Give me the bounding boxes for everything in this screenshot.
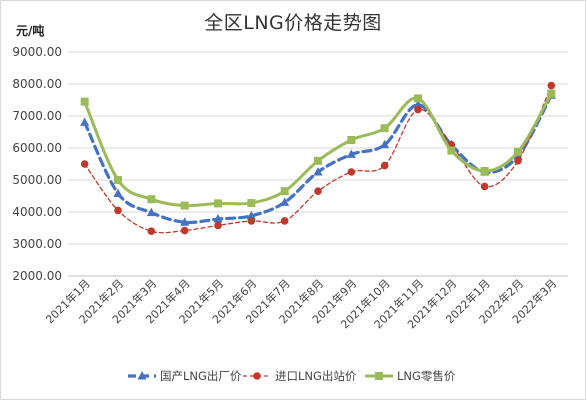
data-point — [280, 187, 289, 196]
chart-title: 全区LNG价格走势图 — [204, 12, 382, 34]
data-point — [213, 214, 223, 223]
y-tick-label: 8000.00 — [12, 77, 62, 91]
data-point — [214, 221, 222, 230]
data-point — [246, 210, 256, 220]
data-point — [80, 97, 89, 106]
data-point — [314, 187, 322, 195]
data-point — [113, 188, 123, 197]
data-point — [380, 139, 390, 149]
data-point — [214, 199, 222, 208]
data-point — [280, 197, 290, 206]
x-axis-ticks: 2021年1月2021年2月2021年3月2021年4月2021年5月2021年… — [43, 276, 560, 331]
legend-label: 进口LNG出站价 — [275, 369, 357, 383]
series-line — [84, 84, 552, 234]
y-tick-label: 5000.00 — [12, 173, 62, 187]
data-point — [480, 182, 489, 191]
y-tick-label: 3000.00 — [12, 237, 62, 251]
data-point — [380, 124, 389, 133]
data-point — [380, 161, 389, 170]
data-point — [247, 217, 256, 225]
legend-label: 国产LNG出厂价 — [160, 369, 242, 383]
data-point — [180, 217, 190, 226]
series-2 — [80, 81, 556, 235]
y-tick-label: 7000.00 — [12, 109, 62, 123]
data-point — [180, 201, 189, 210]
y-tick-label: 4000.00 — [12, 205, 62, 219]
data-point — [114, 176, 122, 184]
data-point — [347, 168, 356, 176]
data-point — [514, 157, 522, 165]
data-point — [314, 156, 322, 165]
data-point — [280, 217, 289, 225]
y-tick-label: 6000.00 — [12, 141, 62, 155]
legend-marker — [375, 372, 383, 380]
data-point — [547, 81, 556, 90]
data-point — [346, 149, 356, 158]
data-point — [80, 160, 89, 168]
data-point — [447, 146, 456, 155]
data-point — [547, 89, 556, 98]
data-point — [413, 99, 423, 109]
series-3 — [80, 89, 556, 210]
legend-marker — [253, 372, 261, 380]
data-point — [146, 207, 156, 217]
data-point — [313, 167, 323, 176]
y-tick-label: 2000.00 — [12, 269, 62, 283]
data-point — [80, 117, 90, 126]
data-point — [180, 226, 189, 235]
legend-label: LNG零售价 — [397, 369, 456, 383]
data-point — [414, 94, 422, 103]
data-point — [347, 136, 356, 144]
data-point — [147, 195, 156, 204]
data-point — [247, 199, 256, 208]
y-axis-unit-label: 元/吨 — [16, 24, 45, 38]
series-group — [80, 81, 556, 235]
legend-marker — [137, 371, 147, 380]
data-point — [480, 167, 489, 176]
y-axis-ticks: 9000.00 8000.00 7000.00 6000.00 5000.00 4000.… — [12, 45, 62, 283]
data-point — [414, 105, 422, 114]
legend: 国产LNG出厂价 进口LNG出站价 LNG零售价 — [128, 369, 456, 383]
data-point — [514, 147, 522, 156]
data-point — [114, 206, 122, 215]
y-tick-label: 9000.00 — [12, 45, 62, 59]
data-point — [147, 227, 156, 235]
